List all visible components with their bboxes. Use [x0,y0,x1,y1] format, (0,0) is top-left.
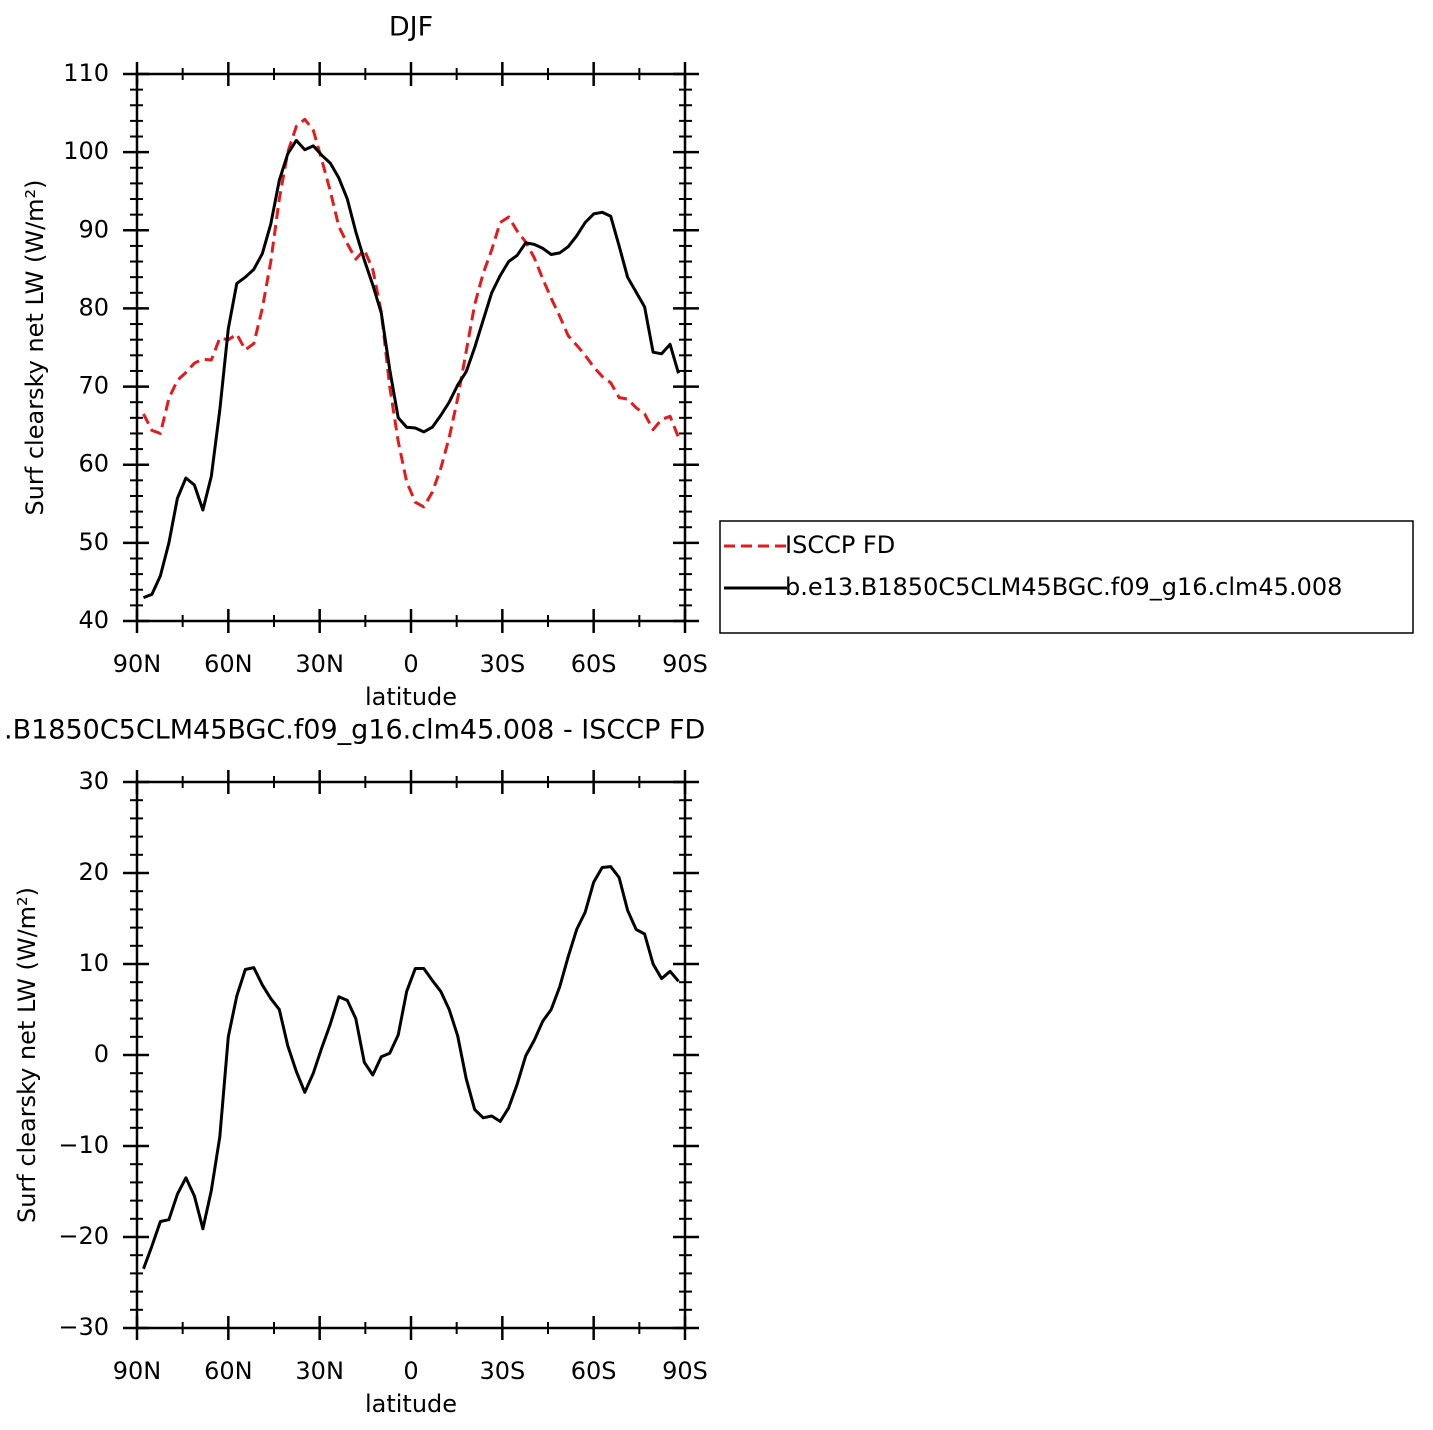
y-tick-label: 70 [78,372,109,400]
y-tick-label: 80 [78,293,109,321]
y-tick-label: 110 [63,59,109,87]
x-tick-label: 0 [403,650,418,678]
x-tick-label: 60N [204,650,253,678]
legend-label: ISCCP FD [785,531,895,559]
y-tick-label: −30 [58,1313,109,1341]
x-tick-label: 60S [571,650,617,678]
y-tick-label: −20 [58,1222,109,1250]
chart-title: .B1850C5CLM45BGC.f09_g16.clm45.008 - ISC… [4,715,705,746]
x-tick-label: 90S [662,1357,708,1385]
y-tick-label: 50 [78,528,109,556]
y-axis-label: Surf clearsky net LW (W/m²) [21,179,49,515]
x-tick-label: 90S [662,650,708,678]
plot-frame [135,780,687,1330]
x-tick-label: 0 [403,1357,418,1385]
y-tick-label: 20 [78,858,109,886]
y-tick-label: 90 [78,215,109,243]
x-tick-label: 60N [204,1357,253,1385]
y-tick-label: 10 [78,949,109,977]
y-tick-label: 30 [78,767,109,795]
chart-title: DJF [389,12,433,43]
x-tick-label: 30N [295,1357,344,1385]
x-tick-label: 30S [479,650,525,678]
series-line [142,138,680,600]
x-tick-label: 60S [571,1357,617,1385]
plot-frame [135,72,687,623]
y-tick-label: −10 [58,1131,109,1159]
legend-label: b.e13.B1850C5CLM45BGC.f09_g16.clm45.008 [785,573,1342,601]
x-tick-label: 90N [113,650,162,678]
y-tick-label: 100 [63,137,109,165]
y-axis-label: Surf clearsky net LW (W/m²) [13,887,41,1223]
legend-box [719,520,1414,634]
y-tick-label: 60 [78,450,109,478]
series-line [142,117,680,509]
series-line [142,865,680,1270]
x-tick-label: 30N [295,650,344,678]
x-axis-label: latitude [365,1390,457,1418]
x-tick-label: 30S [479,1357,525,1385]
y-tick-label: 0 [94,1040,109,1068]
x-axis-label: latitude [365,683,457,711]
x-tick-label: 90N [113,1357,162,1385]
y-tick-label: 40 [78,606,109,634]
